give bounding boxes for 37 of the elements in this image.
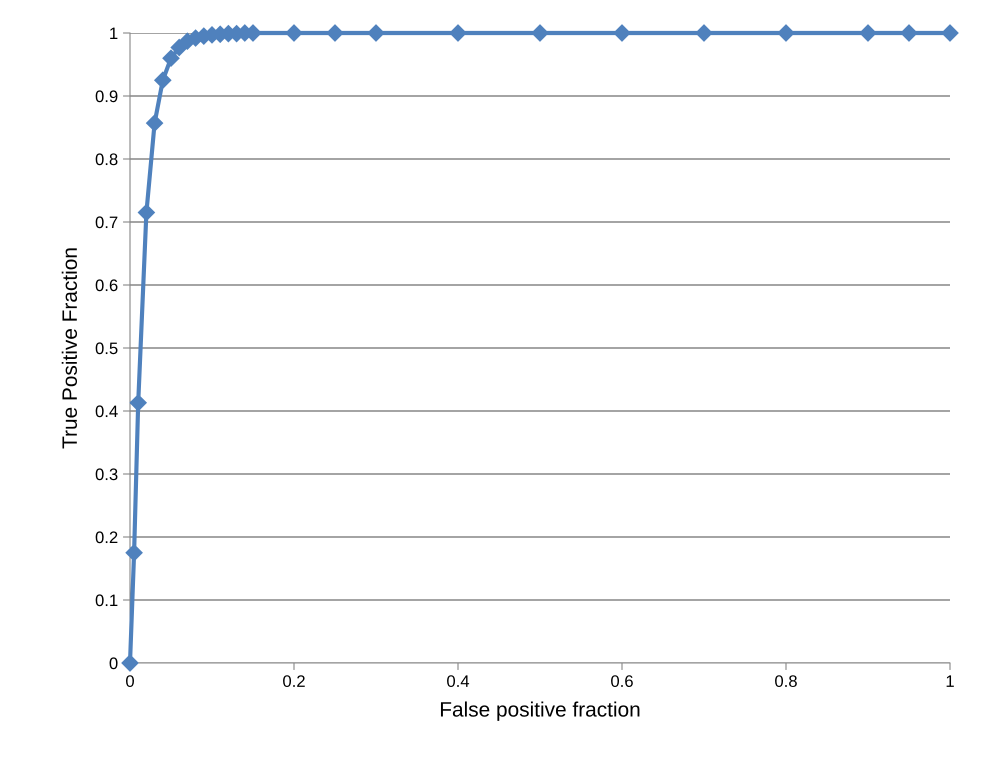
x-tick-label: 0 [126, 675, 134, 688]
point [449, 24, 467, 42]
y-tick-label: 0 [110, 657, 118, 670]
point [162, 50, 180, 67]
point [531, 24, 549, 42]
point [777, 24, 795, 42]
y-tick-label: 0.4 [96, 405, 118, 418]
point [121, 654, 139, 672]
x-tick-label: 0.8 [775, 675, 797, 688]
point [695, 24, 713, 42]
point [941, 24, 959, 42]
point [138, 204, 155, 222]
point [900, 24, 918, 42]
y-tick-label: 0.5 [96, 342, 118, 354]
y-tick-label: 0.8 [96, 153, 118, 166]
x-tick-label: 0.4 [447, 675, 470, 688]
point [613, 24, 631, 42]
point [326, 24, 344, 42]
x-axis-title: False positive fraction [440, 701, 640, 721]
y-tick-label: 0.7 [96, 216, 118, 228]
point [859, 24, 877, 42]
y-axis-title: True Positive Fraction [62, 248, 78, 448]
point [146, 114, 164, 132]
x-tick-label: 1 [946, 675, 954, 687]
x-tick-label: 0.2 [283, 675, 305, 688]
y-tick-label: 1 [110, 28, 118, 40]
point [285, 24, 303, 42]
y-tick-label: 0.1 [96, 594, 118, 606]
y-tick-label: 0.3 [96, 468, 118, 480]
point [154, 72, 172, 89]
y-tick-label: 0.2 [96, 531, 118, 544]
point [126, 544, 143, 562]
point [367, 24, 385, 42]
y-tick-label: 0.9 [96, 90, 118, 102]
y-tick-label: 0.6 [96, 279, 118, 292]
point [130, 394, 147, 412]
x-tick-label: 0.6 [611, 675, 633, 688]
